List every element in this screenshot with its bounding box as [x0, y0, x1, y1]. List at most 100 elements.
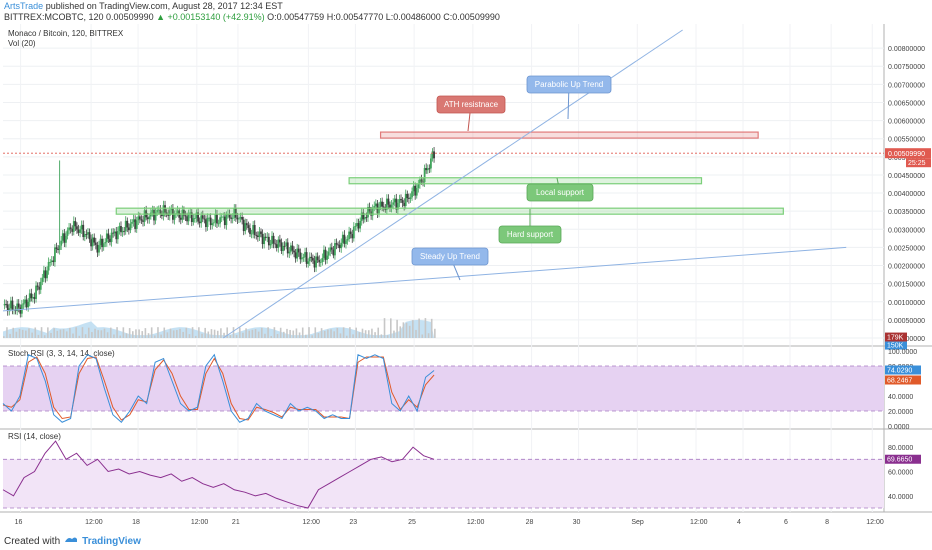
- candle-body: [304, 252, 306, 258]
- candle-body: [433, 151, 435, 159]
- volume-bar: [157, 327, 159, 338]
- volume-bar: [352, 334, 354, 338]
- candle-body: [327, 251, 330, 256]
- time-tick-label: 12:00: [191, 519, 209, 526]
- candle-body: [374, 203, 377, 207]
- candle-body: [211, 223, 214, 226]
- candle-body: [140, 219, 143, 221]
- candle-body: [323, 249, 325, 258]
- stoch-k-line: [2, 353, 435, 423]
- time-tick-label: 12:00: [866, 519, 884, 526]
- candle-body: [214, 213, 217, 223]
- volume-bar: [176, 330, 178, 338]
- candle-body: [190, 212, 193, 223]
- candle-body: [338, 244, 341, 249]
- volume-bar: [18, 328, 21, 338]
- stoch-k-tag-label: 74.0290: [887, 368, 912, 375]
- candle-body: [220, 216, 223, 218]
- volume-bar: [25, 330, 27, 338]
- candle-body: [112, 232, 115, 234]
- author-name[interactable]: ArtsTrade: [4, 1, 44, 11]
- price-tick-label: 0.00050000: [888, 318, 925, 325]
- candle-body: [357, 223, 360, 229]
- price-tick-label: 0.00700000: [888, 82, 925, 89]
- volume-bar: [207, 331, 210, 338]
- volume-bar: [106, 332, 109, 338]
- candle-body: [55, 247, 58, 249]
- candle-body: [302, 257, 305, 258]
- candle-body: [236, 217, 239, 220]
- chart-header-quote: BITTREX:MCOBTC, 120 0.00509990 ▲ +0.0015…: [4, 12, 500, 22]
- candle-body: [9, 300, 12, 309]
- candle-body: [47, 262, 50, 271]
- volume-bar: [154, 335, 156, 338]
- candle-body: [428, 168, 431, 170]
- candle-body: [264, 236, 267, 238]
- volume-bar: [166, 332, 169, 338]
- volume-bar: [393, 330, 395, 338]
- rsi-tag-label: 69.6650: [887, 457, 912, 464]
- tradingview-brand[interactable]: TradingView: [82, 535, 141, 547]
- candle-body: [187, 213, 190, 222]
- candle-body: [16, 303, 19, 312]
- support-level: [348, 177, 703, 185]
- volume-bar: [94, 328, 96, 338]
- time-tick-label: 25: [408, 519, 416, 526]
- candle-body: [238, 218, 240, 220]
- volume-bar: [308, 327, 310, 338]
- volume-bar: [47, 327, 49, 338]
- rsi-tag: [885, 454, 921, 464]
- candle-body: [319, 262, 322, 263]
- candle-body: [252, 225, 255, 234]
- volume-bar: [179, 328, 181, 338]
- chart-canvas[interactable]: 0.00800000 0.00750000 0.00700000 0.00650000…: [0, 24, 932, 534]
- volume-bar: [355, 327, 357, 338]
- candle-body: [46, 270, 48, 279]
- candle-body: [129, 223, 132, 231]
- volume-bar: [396, 319, 398, 338]
- candle-body: [307, 261, 310, 264]
- candle-body: [266, 236, 269, 238]
- volume-bar: [251, 329, 254, 338]
- stoch-tick-label: 20.0000: [888, 409, 913, 416]
- publish-info: published on TradingView.com, August 28,…: [45, 1, 283, 11]
- candle-body: [17, 303, 20, 308]
- time-tick-label: 12:00: [302, 519, 320, 526]
- rsi-title: RSI (14, close): [8, 432, 61, 441]
- candle-body: [219, 217, 222, 224]
- candle-body: [351, 234, 354, 239]
- rsi-line: [2, 440, 435, 509]
- volume-bar: [261, 327, 263, 338]
- volume-tag: [885, 332, 907, 342]
- candle-body: [415, 188, 418, 196]
- candle-body: [76, 226, 78, 230]
- candle-body: [58, 245, 61, 250]
- candle-body: [33, 297, 36, 299]
- volume-bar: [361, 328, 364, 338]
- candle-body: [134, 219, 137, 229]
- volume-bar: [169, 328, 172, 338]
- volume-bar: [314, 327, 317, 338]
- trend-line: [2, 246, 847, 312]
- volume-bar: [216, 330, 219, 338]
- candle-body: [345, 240, 347, 244]
- candle-body: [280, 242, 283, 252]
- volume-bar: [430, 318, 433, 338]
- candle-body: [228, 213, 231, 218]
- candle-body: [157, 209, 160, 211]
- candle-body: [409, 197, 412, 199]
- candle-body: [110, 232, 113, 243]
- candle-body: [94, 242, 97, 245]
- volume-bar: [412, 320, 414, 338]
- support-level-fill: [116, 208, 784, 215]
- candle-body: [206, 217, 209, 228]
- candle-body: [255, 234, 258, 236]
- candle-body: [393, 198, 396, 203]
- volume-bar: [109, 327, 112, 338]
- time-tick-label: 21: [232, 519, 240, 526]
- candle-body: [378, 206, 380, 214]
- price-tick-label: 0.00150000: [888, 282, 925, 289]
- candle-body: [249, 228, 251, 234]
- rsi-tick-label: 60.0000: [888, 470, 913, 477]
- candle-body: [36, 285, 39, 287]
